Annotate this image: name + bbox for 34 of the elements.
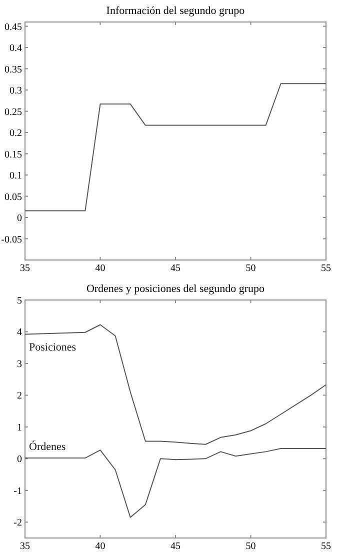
- x-tick-label: 40: [95, 263, 106, 274]
- chart-title: Ordenes y posiciones del segundo grupo: [86, 283, 266, 295]
- y-tick-label: 0: [17, 454, 22, 466]
- y-tick-label: -0.05: [1, 234, 22, 246]
- x-tick-label: 35: [20, 541, 30, 552]
- y-tick-label: 0.05: [4, 192, 22, 203]
- y-tick-label: 0.35: [4, 64, 22, 76]
- x-tick-label: 40: [95, 541, 106, 552]
- y-tick-label: 0.2: [10, 128, 22, 139]
- y-tick-label: 0.3: [10, 86, 22, 96]
- y-tick-label: 0.4: [10, 43, 22, 54]
- x-tick-label: 45: [170, 263, 180, 274]
- y-tick-label: 0.1: [10, 170, 22, 182]
- x-tick-label: 50: [246, 541, 256, 552]
- chart-title: Información del segundo grupo: [106, 5, 246, 17]
- y-tick-label: 1: [17, 422, 22, 434]
- y-tick-label: -1: [14, 486, 22, 497]
- x-tick-label: 35: [20, 263, 30, 274]
- y-tick-label: 0: [17, 213, 22, 224]
- y-tick-label: 0.45: [4, 22, 22, 33]
- y-tick-label: 0.15: [4, 149, 22, 160]
- line-series: [24, 83, 326, 212]
- y-tick-label: 0.25: [4, 106, 22, 118]
- x-tick-label: 45: [170, 541, 180, 552]
- x-tick-label: 55: [321, 263, 331, 274]
- y-tick-label: -2: [14, 518, 22, 529]
- series-label: Órdenes: [29, 440, 66, 454]
- y-tick-label: 3: [17, 358, 22, 370]
- x-tick-label: 50: [246, 263, 256, 274]
- y-tick-label: 4: [17, 327, 22, 338]
- x-tick-label: 55: [321, 541, 331, 552]
- series-label: Posiciones: [29, 341, 76, 354]
- y-tick-label: 2: [17, 390, 22, 402]
- y-tick-label: 5: [17, 296, 22, 306]
